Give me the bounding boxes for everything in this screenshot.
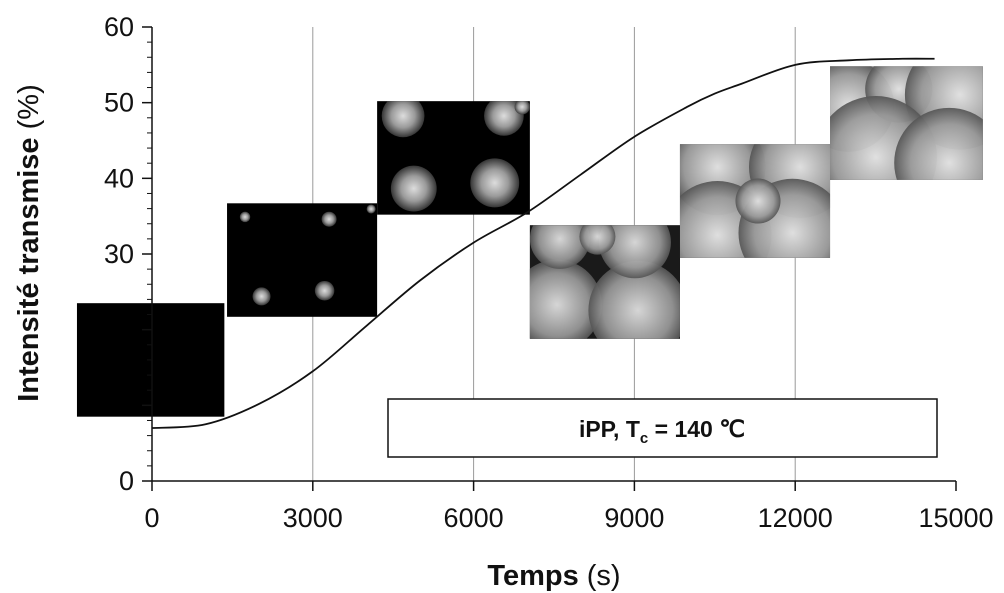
axes (142, 26, 957, 491)
x-tick-label-3: 9000 (604, 503, 664, 533)
x-axis-label: Temps (s) (487, 560, 620, 592)
annotation-box (387, 398, 938, 458)
y-tick-label-2: 40 (104, 163, 134, 193)
y-axis-label: Intensité transmise (%) (13, 84, 45, 402)
x-tick-label-5: 15000 (918, 503, 993, 533)
inset-image-1 (227, 203, 378, 317)
inset-image-2 (377, 101, 530, 215)
inset-image-3 (529, 225, 680, 339)
inset-images (76, 66, 983, 417)
annotation-label: iPP, Tc = 140 ℃ (579, 416, 745, 447)
series-line-0 (151, 57, 935, 429)
x-tick-label-2: 6000 (444, 503, 504, 533)
y-tick-label-0: 0 (119, 466, 134, 496)
x-tick-label-4: 12000 (758, 503, 833, 533)
inset-image-5 (830, 66, 983, 180)
inset-image-4 (679, 144, 831, 258)
y-tick-label-4: 60 (104, 12, 134, 42)
tick-labels: 0 3000 6000 9000 12000 15000 0 30 40 50 60 (104, 12, 994, 533)
y-tick-label-1: 30 (104, 239, 134, 269)
series-group (151, 57, 935, 429)
x-tick-label-0: 0 (144, 503, 159, 533)
y-tick-label-3: 50 (104, 88, 134, 118)
x-tick-label-1: 3000 (283, 503, 343, 533)
